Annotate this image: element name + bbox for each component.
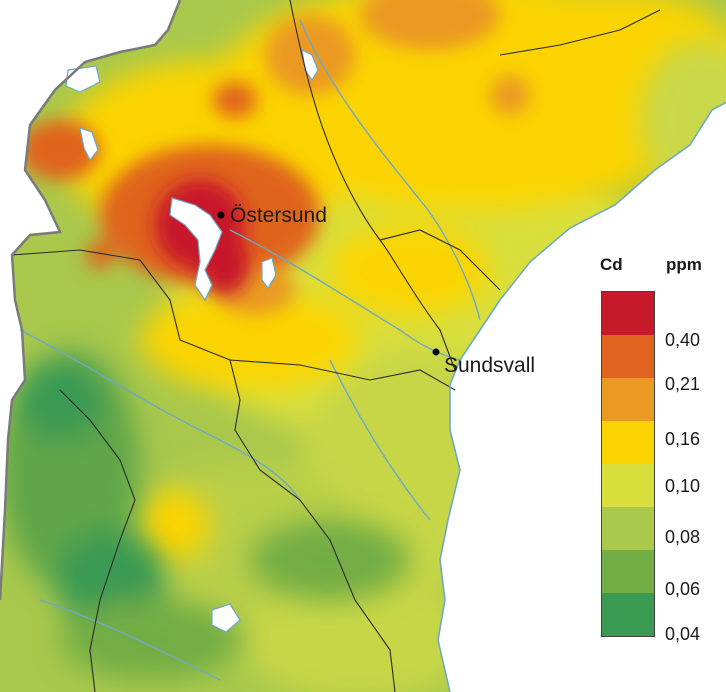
- town-ostersund: Östersund: [217, 204, 327, 227]
- sundsvall-marker: [432, 348, 440, 356]
- legend-color-ramp: [601, 291, 655, 637]
- rivers: [19, 19, 481, 681]
- legend-break-label: 0,06: [665, 579, 701, 599]
- legend-swatch: [602, 378, 654, 421]
- legend-swatch: [602, 292, 654, 335]
- county-borders: [11, 0, 661, 692]
- legend-break-label: 0,04: [665, 624, 701, 644]
- legend-break-label: 0,40: [665, 330, 701, 350]
- legend-swatch: [602, 464, 654, 507]
- sundsvall-label: Sundsvall: [444, 354, 535, 377]
- legend-break-label: 0,10: [665, 476, 701, 496]
- ostersund-label: Östersund: [230, 204, 327, 227]
- coastline: [0, 0, 182, 601]
- legend-element: Cd: [600, 255, 623, 274]
- legend-swatch: [602, 421, 654, 464]
- legend-swatch: [602, 550, 654, 593]
- legend-unit: ppm: [666, 255, 702, 274]
- legend-swatch: [602, 335, 654, 378]
- legend-break-label: 0,08: [665, 527, 701, 547]
- legend: Cd ppm 0,40 0,21 0,16 0,10 0,08 0,06 0,0…: [600, 255, 726, 692]
- town-sundsvall: Sundsvall: [432, 348, 535, 377]
- legend-swatch: [602, 507, 654, 550]
- ostersund-marker: [217, 211, 225, 219]
- legend-break-label: 0,16: [665, 429, 701, 449]
- legend-swatch: [602, 593, 654, 636]
- lakes: [65, 48, 319, 633]
- east-coastline: [437, 101, 726, 692]
- legend-break-label: 0,21: [665, 374, 701, 394]
